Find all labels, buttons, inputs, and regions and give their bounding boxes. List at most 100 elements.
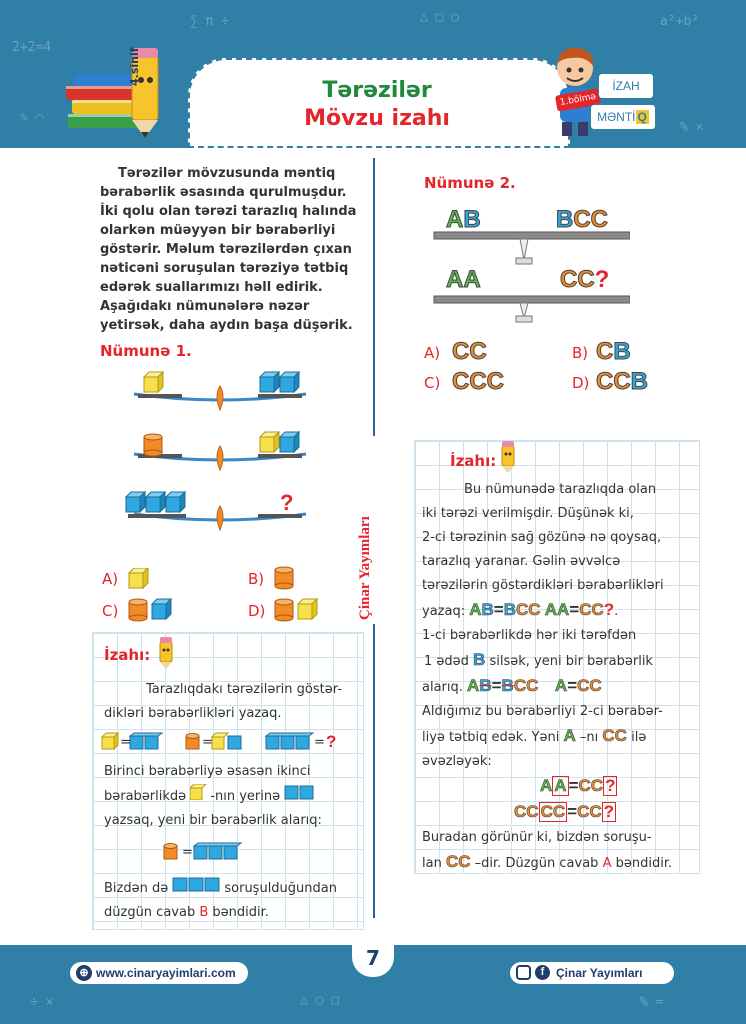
- example1-option-d[interactable]: D): [248, 602, 266, 620]
- example2-option-d[interactable]: D): [572, 374, 589, 392]
- ex1-line2: dikləri bərabərlikləri yazaq.: [104, 706, 282, 721]
- ex2-cc-inline: CC: [602, 726, 627, 746]
- ex1-line6a: Bizdən də: [104, 881, 169, 896]
- example1-explain-text-2: Birinci bərabərliyə əsasən ikinci bərabə…: [104, 760, 360, 833]
- mentiq-badge-text: MƏNTİ: [597, 110, 636, 124]
- pencil-mascot-icon: [159, 637, 173, 669]
- doodle-math: ✎ ⌒: [20, 110, 44, 125]
- ex2-e1: Bu nümunədə tarazlıqda olan: [464, 482, 657, 497]
- divider-label: Çinar Yayımları: [357, 516, 373, 620]
- doodle-math: 2+2=4: [12, 40, 52, 55]
- opt-b-label: B): [572, 344, 589, 362]
- ex1-line6: Bizdən də soruşulduğundan: [104, 876, 360, 901]
- ex1-line4b: -nın yerinə: [210, 789, 281, 804]
- example1-option-a[interactable]: A): [102, 570, 119, 588]
- opt-d-label: D): [572, 374, 590, 392]
- ex2-e11a: liyə tətbiq edək. Yəni: [422, 730, 560, 745]
- ex1-line4a: bərabərlikdə: [104, 789, 187, 804]
- doodle-math: △ ○ □: [300, 993, 340, 1008]
- ex2-e6-text: yazaq:: [422, 604, 466, 619]
- option-a-yellow-cube-icon: [128, 568, 149, 590]
- example1-conclusion: Bizdən də soruşulduğundan düzgün cavab B…: [104, 876, 360, 925]
- scale-2: [132, 431, 308, 472]
- ycube-inline-icon: [189, 783, 210, 809]
- ex2-e7: 1-ci bərabərlikdə hər iki tərəfdən: [422, 628, 637, 643]
- books-pencil-icon: [66, 48, 159, 138]
- ex2-eq4: A=CC: [554, 676, 602, 696]
- page-number: 7: [352, 941, 394, 977]
- facebook-icon: f: [535, 965, 550, 980]
- opt-c-value: CCC: [452, 368, 505, 396]
- option-d-cylinder-ycube-icon: [274, 598, 319, 622]
- instagram-icon: [516, 965, 531, 980]
- example1-option-b[interactable]: B): [248, 570, 265, 588]
- ex2-e8b: silsək, yeni bir bərabərlik: [489, 654, 653, 669]
- scale1-right: BCC: [555, 206, 609, 234]
- example2-option-b-value: CB: [595, 338, 631, 366]
- svg-text:=: =: [202, 735, 213, 750]
- social-name[interactable]: Çinar Yayımları: [556, 966, 643, 980]
- title-box: [188, 58, 570, 148]
- ex1-line7a: düzgün cavab: [104, 905, 196, 920]
- svg-text:?: ?: [280, 490, 293, 515]
- mentiq-badge-highlight: Q: [635, 110, 649, 124]
- example2-option-b[interactable]: B): [572, 344, 588, 362]
- ex1-line5: yazsaq, yeni bir bərabərlik alarıq:: [104, 813, 322, 828]
- ex2-e9-text: alarıq.: [422, 680, 463, 695]
- ex2-e11c: ilə: [631, 730, 647, 745]
- ex1-equalities: = = = ?: [100, 731, 336, 751]
- ex2-e6: yazaq: AB=BCC AA=CC?.: [422, 600, 619, 620]
- scale2-left: AA: [446, 266, 482, 294]
- option-c-cylinder-cube-icon: [128, 598, 173, 622]
- ex2-e3: 2-ci tərəzinin sağ gözünə nə qoysaq,: [422, 530, 662, 545]
- example2-scales: [433, 231, 630, 323]
- globe-icon: ⊕: [76, 965, 92, 981]
- ex1-line7c: bəndidir.: [212, 905, 269, 920]
- ex1-line3: Birinci bərabərliyə əsasən ikinci: [104, 764, 311, 779]
- ex2-e13: Buradan görünür ki, bizdən soruşu-: [422, 830, 652, 845]
- example1-explain-title: İzahı:: [104, 646, 151, 664]
- example1-option-c[interactable]: C): [102, 602, 119, 620]
- website-link[interactable]: www.cinaryayimlari.com: [96, 966, 236, 980]
- option-b-cylinder-icon: [274, 566, 294, 590]
- doodle-math: △ □ ○: [420, 10, 460, 25]
- grade-label: 4.sinif: [128, 47, 141, 86]
- scale-3: ?: [125, 490, 307, 532]
- ex2-e9: alarıq. AB=BCC A=CC: [422, 674, 698, 700]
- doodle-math: ÷ ×: [30, 995, 54, 1010]
- divider-label-bg: [360, 436, 388, 624]
- social-pill[interactable]: f Çinar Yayımları: [510, 962, 674, 984]
- svg-text:=: =: [314, 735, 325, 750]
- page-title: Tərəzilər: [322, 78, 432, 103]
- ex2-e8: 1 ədəd B silsək, yeni bir bərabərlik: [422, 648, 698, 674]
- ex2-e11: liyə tətbiq edək. Yəni A –nı CC ilə: [422, 724, 698, 750]
- opt-a-value: CC: [452, 338, 488, 366]
- example2-option-a-value: CC: [452, 338, 488, 366]
- scale1-left: AB: [445, 206, 481, 234]
- doodle-math: % ×: [680, 120, 704, 135]
- example2-explanation: [414, 440, 700, 874]
- ex2-e12: əvəzləyək:: [422, 754, 492, 769]
- opt-a-label: A): [424, 344, 441, 362]
- ex2-eq5: A A =CC?: [540, 776, 618, 796]
- website-pill[interactable]: ⊕ www.cinaryayimlari.com: [70, 962, 248, 984]
- example1-explain-text: Tarazlıqdakı tərəzilərin göstər- dikləri…: [104, 678, 360, 726]
- example2-option-a[interactable]: A): [424, 344, 440, 362]
- opt-c-label: C): [424, 374, 441, 392]
- example2-option-c[interactable]: C): [424, 374, 440, 392]
- example2-title: Nümunə 2.: [424, 174, 516, 192]
- intro-text: Tərəzilər mövzusunda məntiq bərabərlik ə…: [100, 166, 357, 333]
- ex1-answer: B: [199, 905, 209, 920]
- intro-paragraph: Tərəzilər mövzusunda məntiq bərabərlik ə…: [100, 164, 362, 335]
- ex2-a-inline: A: [563, 726, 576, 746]
- example1-explanation: [92, 632, 364, 930]
- ex2-e10: Aldığımız bu bərabərliyi 2-ci bərabər-: [422, 704, 663, 719]
- ex2-e2: iki tərəzi verilmişdir. Düşünək ki,: [422, 506, 634, 521]
- ex1-line1: Tarazlıqdakı tərəzilərin göstər-: [146, 682, 342, 697]
- ex2-cc-answer-inline: CC: [445, 852, 471, 872]
- ex2-eq2: AA=CC?: [544, 600, 615, 620]
- example2-explain-title: İzahı:: [450, 452, 497, 470]
- ex1-line6b: soruşulduğundan: [224, 881, 337, 896]
- ex2-e14b: –dir. Düzgün cavab: [474, 856, 599, 871]
- ex2-eq3: AB=BCC: [467, 676, 539, 696]
